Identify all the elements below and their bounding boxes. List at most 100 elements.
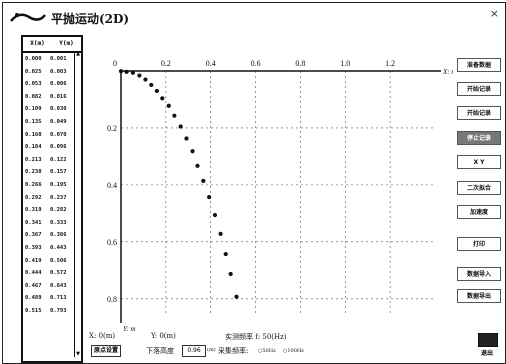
cell-y: 0.195 xyxy=(50,181,67,188)
export-data-button[interactable]: 数据导出 xyxy=(457,289,501,303)
data-point xyxy=(212,212,218,218)
x-axis-label: X: m xyxy=(442,68,453,76)
x-tick-label: 0.8 xyxy=(295,59,305,68)
data-point xyxy=(218,231,223,236)
table-row[interactable]: 0.515 0.793 xyxy=(23,305,73,318)
x-tick-label: 0.2 xyxy=(161,59,171,68)
x-tick-label: 1.0 xyxy=(340,59,350,68)
cell-x: 0.053 xyxy=(25,81,42,88)
x-tick-label: 0.6 xyxy=(251,59,261,68)
data-point xyxy=(172,113,177,118)
x-tick-label: 1.2 xyxy=(385,59,395,68)
data-point xyxy=(207,195,212,200)
data-point xyxy=(160,96,165,101)
app-logo-icon xyxy=(10,13,46,22)
table-row[interactable]: 0.292 0.237 xyxy=(23,192,73,205)
cell-y: 0.793 xyxy=(50,307,67,314)
cell-x: 0.467 xyxy=(25,282,42,289)
data-point xyxy=(118,69,124,74)
data-point xyxy=(201,178,206,183)
column-header-x: X(m) xyxy=(30,40,45,47)
cell-x: 0.000 xyxy=(25,56,42,62)
window-title: 平抛运动(2D) xyxy=(51,12,130,26)
table-row[interactable]: 0.184 0.096 xyxy=(23,141,73,154)
device-settings-button[interactable]: 准备数据 xyxy=(457,58,501,72)
cell-y: 0.030 xyxy=(50,106,67,113)
cell-x: 0.109 xyxy=(25,106,42,113)
table-row[interactable]: 0.266 0.195 xyxy=(23,179,73,192)
table-row[interactable]: 0.160 0.070 xyxy=(23,129,73,142)
trajectory-chart[interactable]: 0 0.2 0.4 0.6 0.8 1.0 1.2 0.2 0.4 0.6 0.8 X: m Y: m xyxy=(93,51,453,331)
cell-x: 0.025 xyxy=(25,68,42,75)
table-row[interactable]: 0.238 0.157 xyxy=(23,166,73,179)
cell-x: 0.135 xyxy=(25,118,42,125)
cell-x: 0.319 xyxy=(25,207,42,214)
data-point xyxy=(137,73,142,78)
table-row[interactable]: 0.444 0.572 xyxy=(23,267,73,280)
x-tick-label: 0 xyxy=(113,59,117,68)
sample-option-100hz[interactable]: ○100Hz xyxy=(283,348,304,354)
title-bar: 平抛运动(2D) × xyxy=(3,3,505,31)
cell-y: 0.016 xyxy=(50,93,67,100)
cell-x: 0.419 xyxy=(25,257,42,264)
table-row[interactable]: 0.341 0.333 xyxy=(23,217,73,230)
scroll-down-icon[interactable]: ▼ xyxy=(76,351,80,357)
confirm-icon[interactable] xyxy=(478,333,498,347)
table-row[interactable]: 0.000 0.001 xyxy=(23,53,73,66)
exit-button[interactable]: 退出 xyxy=(480,350,493,357)
cell-y: 0.333 xyxy=(50,219,67,226)
table-row[interactable]: 0.109 0.030 xyxy=(23,103,73,116)
cell-y: 0.643 xyxy=(50,282,67,289)
data-point xyxy=(228,271,233,277)
table-row[interactable]: 0.135 0.049 xyxy=(23,116,73,129)
fit-button[interactable]: 二次拟合 xyxy=(457,181,501,195)
cell-y: 0.003 xyxy=(50,68,67,75)
table-row[interactable]: 0.393 0.443 xyxy=(23,242,73,255)
stop-record-button[interactable]: 停止记录 xyxy=(457,131,501,145)
table-header: X(m) Y(m) xyxy=(23,37,81,53)
data-point xyxy=(190,149,195,154)
table-row[interactable]: 0.419 0.506 xyxy=(23,255,73,268)
table-row[interactable]: 0.082 0.016 xyxy=(23,91,73,104)
record-button[interactable]: 开始记录 xyxy=(457,106,501,120)
cell-x: 0.292 xyxy=(25,194,42,201)
cell-x: 0.266 xyxy=(25,181,42,188)
origin-settings-button[interactable]: 原点设置 xyxy=(91,345,121,357)
data-point xyxy=(178,124,183,129)
table-row[interactable]: 0.213 0.122 xyxy=(23,154,73,167)
data-table[interactable]: X(m) Y(m) 0.000 0.001 0.025 0.003 0.053 0.006… xyxy=(21,35,83,363)
cell-x: 0.489 xyxy=(25,295,42,302)
table-row[interactable]: 0.025 0.003 xyxy=(23,66,73,79)
x-tick-label: 0.4 xyxy=(206,59,216,68)
sample-option-100hz-label: 100Hz xyxy=(287,348,304,354)
start-record-button[interactable]: 开始记录 xyxy=(457,82,501,96)
close-icon[interactable]: × xyxy=(489,7,499,20)
y-tick-label: 0.6 xyxy=(107,238,117,247)
y-tick-label: 0.4 xyxy=(107,181,117,190)
sample-option-50hz[interactable]: ○50Hz xyxy=(258,348,276,354)
table-row[interactable]: 0.489 0.713 xyxy=(23,292,73,305)
x-y-button[interactable]: X Y xyxy=(457,155,501,169)
cell-x: 0.082 xyxy=(25,93,42,100)
data-point xyxy=(184,136,189,141)
scroll-up-icon[interactable]: ▲ xyxy=(76,51,80,57)
cell-x: 0.393 xyxy=(25,244,42,251)
cell-y: 0.049 xyxy=(50,118,67,125)
table-row[interactable]: 0.053 0.006 xyxy=(23,78,73,91)
table-row[interactable]: 0.467 0.643 xyxy=(23,280,73,293)
print-button[interactable]: 打印 xyxy=(457,237,501,251)
cell-y: 0.006 xyxy=(50,81,67,88)
table-row[interactable]: 0.319 0.282 xyxy=(23,204,73,217)
x-readout: X: 0(m) xyxy=(89,332,116,340)
data-point xyxy=(124,69,129,74)
cell-y: 0.282 xyxy=(50,207,67,214)
table-row[interactable]: 0.367 0.386 xyxy=(23,229,73,242)
table-scrollbar[interactable]: ▲ ▼ xyxy=(74,51,81,357)
cell-y: 0.070 xyxy=(50,131,67,138)
drop-height-input[interactable]: 0.96 xyxy=(182,345,206,357)
drop-height-label: 下落高度 xyxy=(146,347,174,355)
speed-button[interactable]: 加速度 xyxy=(457,205,501,219)
cell-y: 0.096 xyxy=(50,144,67,151)
import-data-button[interactable]: 数据导入 xyxy=(457,267,501,281)
data-point xyxy=(130,70,135,75)
